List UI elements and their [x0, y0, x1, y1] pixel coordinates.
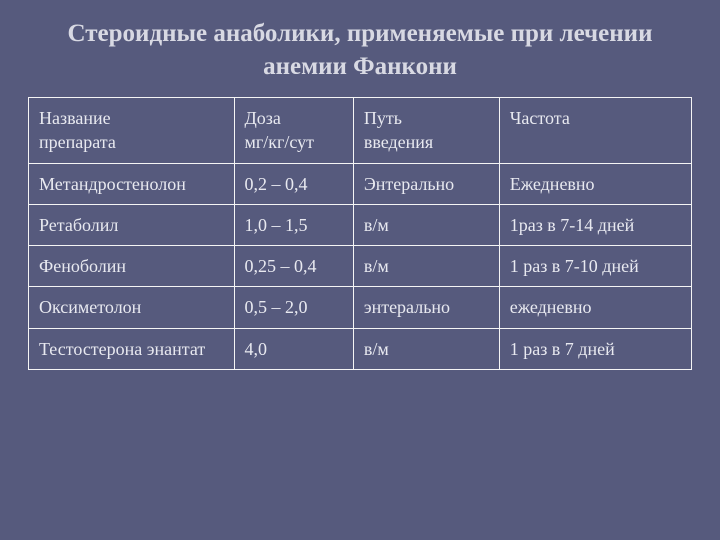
cell-dose: 0,5 – 2,0	[234, 287, 353, 328]
col-header-line: Доза	[245, 106, 343, 130]
cell-route: в/м	[353, 328, 499, 369]
col-header-dose: Доза мг/кг/сут	[234, 98, 353, 164]
col-header-line: Название	[39, 106, 224, 130]
drug-table: Название препарата Доза мг/кг/сут Путь в…	[28, 97, 692, 370]
slide-title: Стероидные анаболики, применяемые при ле…	[28, 18, 692, 83]
cell-route: в/м	[353, 204, 499, 245]
cell-freq: ежедневно	[499, 287, 691, 328]
cell-freq: 1 раз в 7-10 дней	[499, 246, 691, 287]
table-row: Феноболин 0,25 – 0,4 в/м 1 раз в 7-10 дн…	[29, 246, 692, 287]
cell-route: Энтерально	[353, 163, 499, 204]
table-header-row: Название препарата Доза мг/кг/сут Путь в…	[29, 98, 692, 164]
cell-dose: 0,25 – 0,4	[234, 246, 353, 287]
cell-route: в/м	[353, 246, 499, 287]
cell-route: энтерально	[353, 287, 499, 328]
cell-name: Оксиметолон	[29, 287, 235, 328]
col-header-route: Путь введения	[353, 98, 499, 164]
col-header-line: препарата	[39, 130, 224, 154]
cell-name: Тестостерона энантат	[29, 328, 235, 369]
cell-name: Метандростенолон	[29, 163, 235, 204]
cell-freq: 1раз в 7-14 дней	[499, 204, 691, 245]
col-header-line: мг/кг/сут	[245, 130, 343, 154]
cell-dose: 4,0	[234, 328, 353, 369]
cell-freq: Ежедневно	[499, 163, 691, 204]
col-header-name: Название препарата	[29, 98, 235, 164]
cell-freq: 1 раз в 7 дней	[499, 328, 691, 369]
col-header-line: введения	[364, 130, 489, 154]
table-row: Тестостерона энантат 4,0 в/м 1 раз в 7 д…	[29, 328, 692, 369]
cell-name: Феноболин	[29, 246, 235, 287]
slide: Стероидные анаболики, применяемые при ле…	[0, 0, 720, 540]
col-header-line: Путь	[364, 106, 489, 130]
table-row: Ретаболил 1,0 – 1,5 в/м 1раз в 7-14 дней	[29, 204, 692, 245]
col-header-freq: Частота	[499, 98, 691, 164]
cell-dose: 1,0 – 1,5	[234, 204, 353, 245]
cell-dose: 0,2 – 0,4	[234, 163, 353, 204]
table-row: Метандростенолон 0,2 – 0,4 Энтерально Еж…	[29, 163, 692, 204]
cell-name: Ретаболил	[29, 204, 235, 245]
col-header-line: Частота	[510, 106, 681, 130]
table-row: Оксиметолон 0,5 – 2,0 энтерально ежеднев…	[29, 287, 692, 328]
table-container: Название препарата Доза мг/кг/сут Путь в…	[28, 97, 692, 370]
